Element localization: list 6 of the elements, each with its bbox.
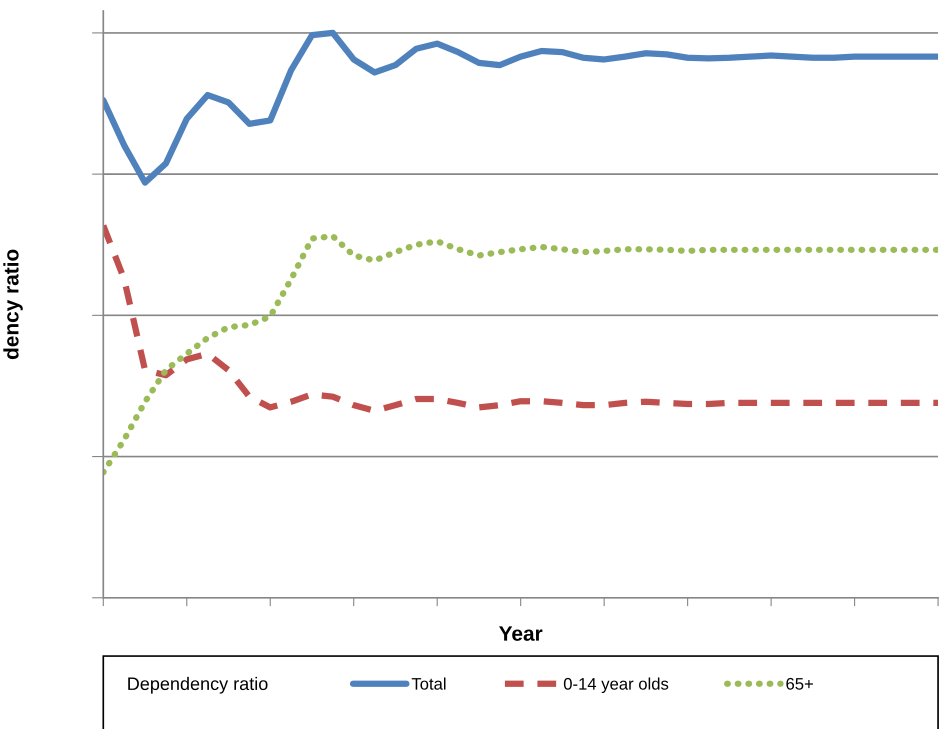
- y-axis-title: dency ratio: [3, 250, 23, 360]
- legend-label: 0-14 year olds: [564, 677, 668, 694]
- x-axis-title: Year: [499, 626, 542, 641]
- legend-title: Dependency ratio: [128, 676, 268, 694]
- legend-label: Total: [412, 677, 446, 690]
- legend-label: 65+: [786, 678, 813, 690]
